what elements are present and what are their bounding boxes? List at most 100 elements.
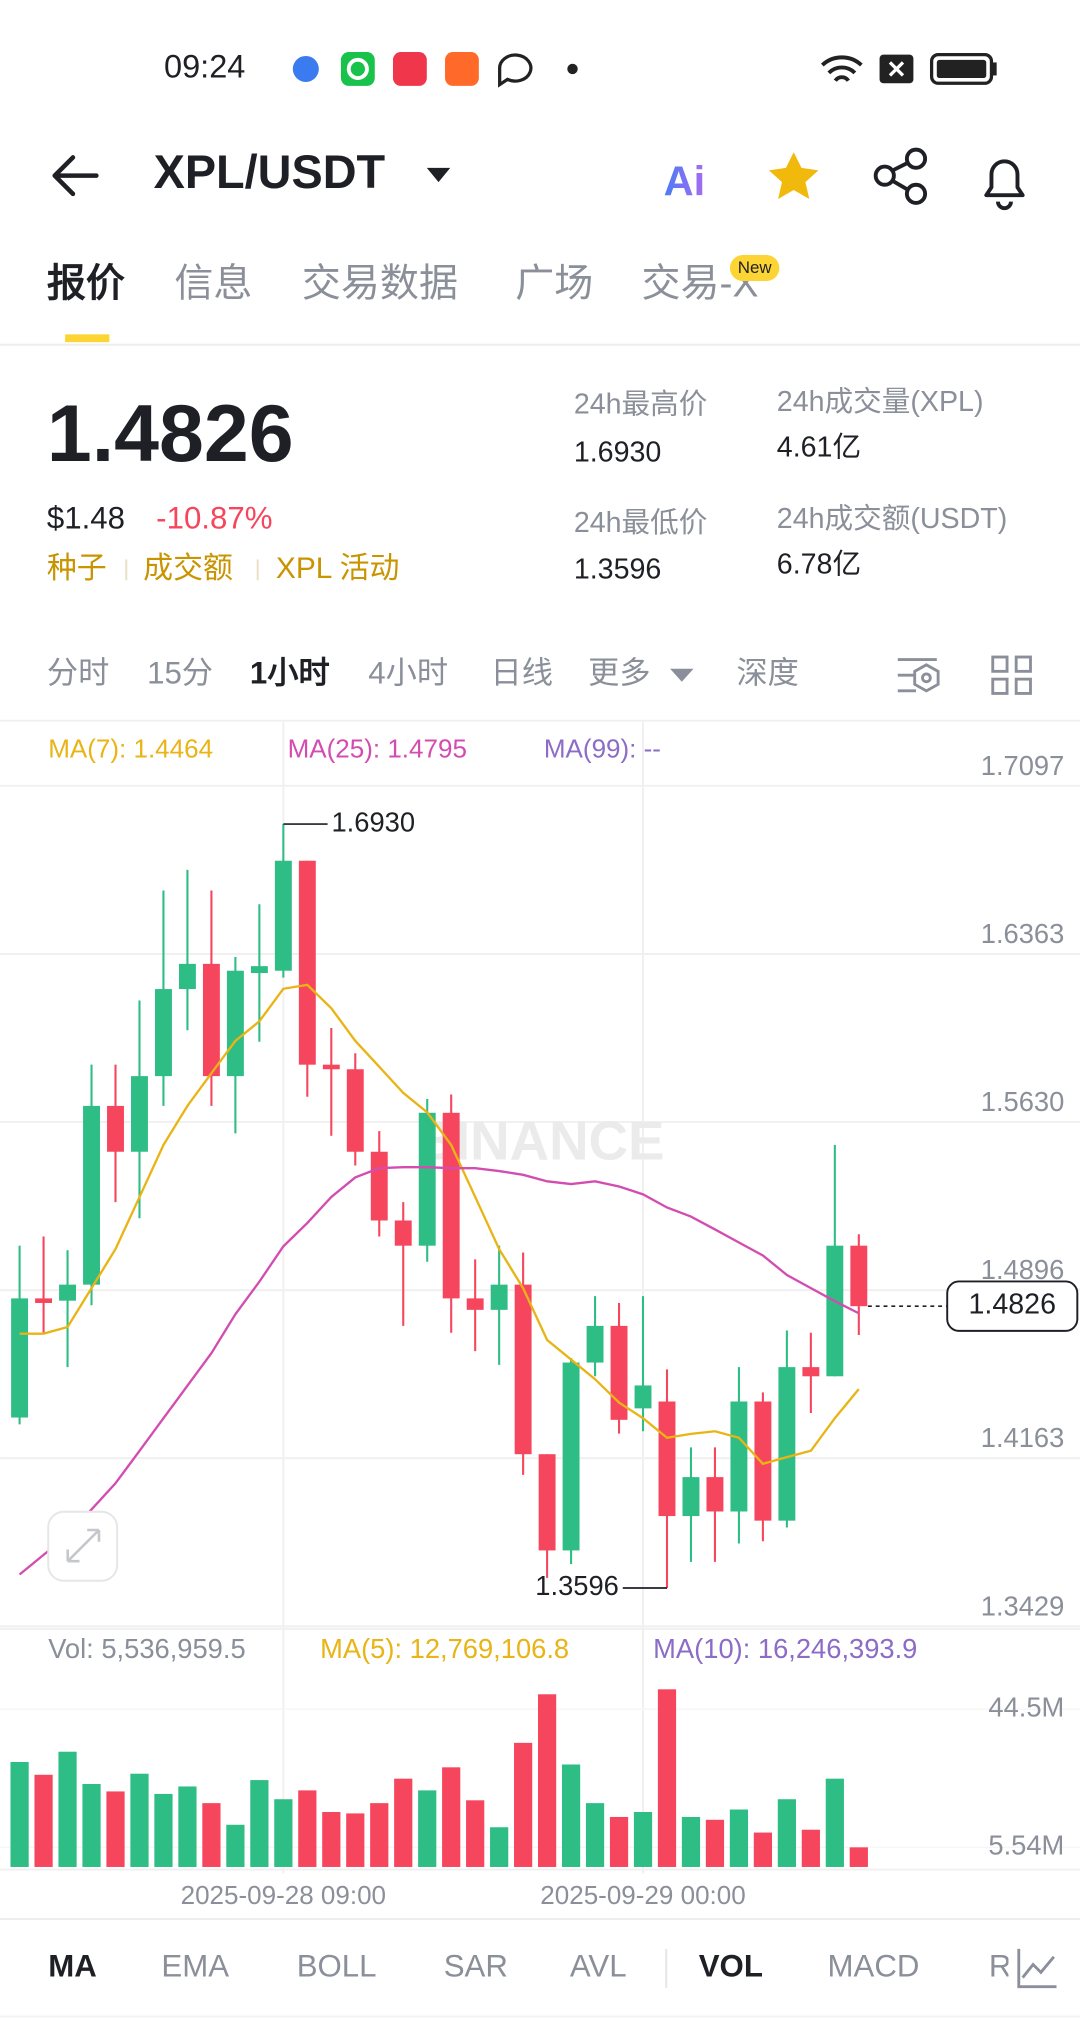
y-tick-label: 1.7097: [981, 750, 1065, 781]
volume-bar: [801, 1829, 820, 1867]
tab[interactable]: 信息: [174, 263, 252, 306]
volume-bar: [729, 1809, 749, 1867]
candle-body: [59, 1284, 77, 1301]
volume-bar: [777, 1799, 796, 1867]
volume-bar: [226, 1824, 245, 1867]
volume-bar: [442, 1767, 461, 1867]
stat-value: 4.61亿: [777, 431, 861, 463]
tab[interactable]: 报价: [47, 263, 125, 306]
ma-line: [19, 983, 860, 1466]
candle-body: [226, 970, 244, 1077]
new-badge-text: New: [738, 258, 773, 277]
volume-bar: [154, 1793, 173, 1867]
interval[interactable]: 4小时: [368, 655, 448, 690]
tag[interactable]: XPL 活动: [276, 552, 400, 585]
volume-bar: [681, 1816, 701, 1867]
interval[interactable]: 1小时: [250, 655, 330, 690]
candle-body: [346, 1069, 364, 1152]
share-button[interactable]: [873, 147, 928, 205]
tag[interactable]: 成交额: [143, 552, 233, 585]
indicator[interactable]: R: [989, 1949, 1012, 1984]
usd-price: $1.48: [47, 501, 125, 536]
last-price: 1.4826: [47, 389, 294, 479]
volume-bar: [537, 1694, 557, 1867]
candle-body: [490, 1284, 508, 1310]
candle-body: [706, 1477, 724, 1512]
candle-body: [178, 963, 196, 990]
expand-button[interactable]: [47, 1510, 119, 1582]
candle-body: [850, 1245, 868, 1307]
volume-bar: [585, 1803, 605, 1867]
back-button[interactable]: [52, 155, 99, 197]
candle-body: [298, 860, 316, 1065]
volume-bar: [202, 1803, 221, 1867]
interval[interactable]: 更多: [588, 655, 650, 690]
interval[interactable]: 15分: [147, 655, 213, 690]
pair-dropdown[interactable]: [426, 167, 451, 183]
volume-bar: [633, 1812, 653, 1867]
volume-bar: [274, 1799, 293, 1867]
volume-bar: [10, 1762, 29, 1867]
candle-body: [634, 1385, 652, 1409]
y-tick-label: 1.6363: [981, 918, 1065, 949]
x-tick-label: 2025-09-29 00:00: [540, 1880, 745, 1910]
volume-bar: [394, 1778, 413, 1867]
indicator[interactable]: EMA: [161, 1949, 229, 1984]
candle-body: [131, 1076, 148, 1152]
indicator[interactable]: VOL: [699, 1949, 763, 1984]
tab-indicator: [65, 334, 110, 343]
stat-label: 24h成交量(XPL): [777, 386, 984, 418]
indicator-settings[interactable]: [1017, 1948, 1057, 1989]
volume-bar: [609, 1816, 629, 1867]
volume-bar: [178, 1786, 197, 1867]
volume-bar: [298, 1790, 317, 1867]
candle-body: [778, 1367, 796, 1521]
chart-settings[interactable]: [897, 658, 940, 693]
indicator[interactable]: MA: [48, 1949, 97, 1984]
candle-body: [730, 1401, 748, 1512]
indicator[interactable]: SAR: [444, 1949, 508, 1984]
tab[interactable]: 交易数据: [302, 263, 458, 306]
indicator[interactable]: AVL: [570, 1949, 627, 1984]
layout-button[interactable]: [991, 655, 1032, 695]
volume-bar: [130, 1773, 149, 1867]
volume-bar: [705, 1819, 725, 1867]
candle-body: [466, 1298, 484, 1310]
candle-body: [562, 1362, 580, 1551]
volume-bar: [58, 1751, 77, 1867]
annotation-label: 1.6930: [331, 806, 415, 837]
status-time: 09:24: [164, 49, 245, 85]
tag[interactable]: 种子: [47, 552, 107, 585]
indicator[interactable]: MACD: [828, 1949, 920, 1984]
status-icons: [292, 52, 997, 88]
stat-label: 24h最高价: [574, 388, 708, 420]
y-tick-label: 1.4896: [981, 1254, 1065, 1285]
candle-body: [442, 1112, 460, 1299]
volume-bar: [370, 1803, 389, 1867]
volume-bar: [106, 1791, 125, 1867]
legend-entry: MA(5): 12,769,106.8: [320, 1633, 569, 1664]
volume-bar: [34, 1774, 53, 1867]
y-tick-label: 1.5630: [981, 1086, 1065, 1117]
candle-body: [658, 1401, 676, 1517]
volume-bar: [825, 1778, 844, 1867]
more-dropdown[interactable]: [670, 668, 694, 682]
candle-body: [418, 1112, 436, 1246]
volume-bar: [418, 1790, 437, 1867]
interval[interactable]: 日线: [491, 655, 553, 690]
volume-chart: 5.54M 44.5M Vol: 5,536,959.5 MA(5): 12,769,…: [0, 1627, 1080, 1871]
interval[interactable]: 分时: [47, 655, 109, 690]
candle-body: [250, 966, 268, 974]
annotation-label: 1.3596: [535, 1570, 619, 1601]
favorite-button[interactable]: [768, 152, 819, 200]
interval[interactable]: 深度: [736, 655, 798, 690]
pair-title[interactable]: XPL/USDT: [154, 146, 386, 198]
ai-button[interactable]: Ai: [664, 158, 706, 205]
candle-body: [155, 989, 172, 1077]
volume-bar: [490, 1827, 509, 1867]
candle-body: [202, 963, 220, 1077]
indicator[interactable]: BOLL: [297, 1949, 377, 1984]
alert-button[interactable]: [984, 159, 1025, 211]
candle-body: [11, 1298, 29, 1418]
tab[interactable]: 广场: [515, 263, 593, 306]
